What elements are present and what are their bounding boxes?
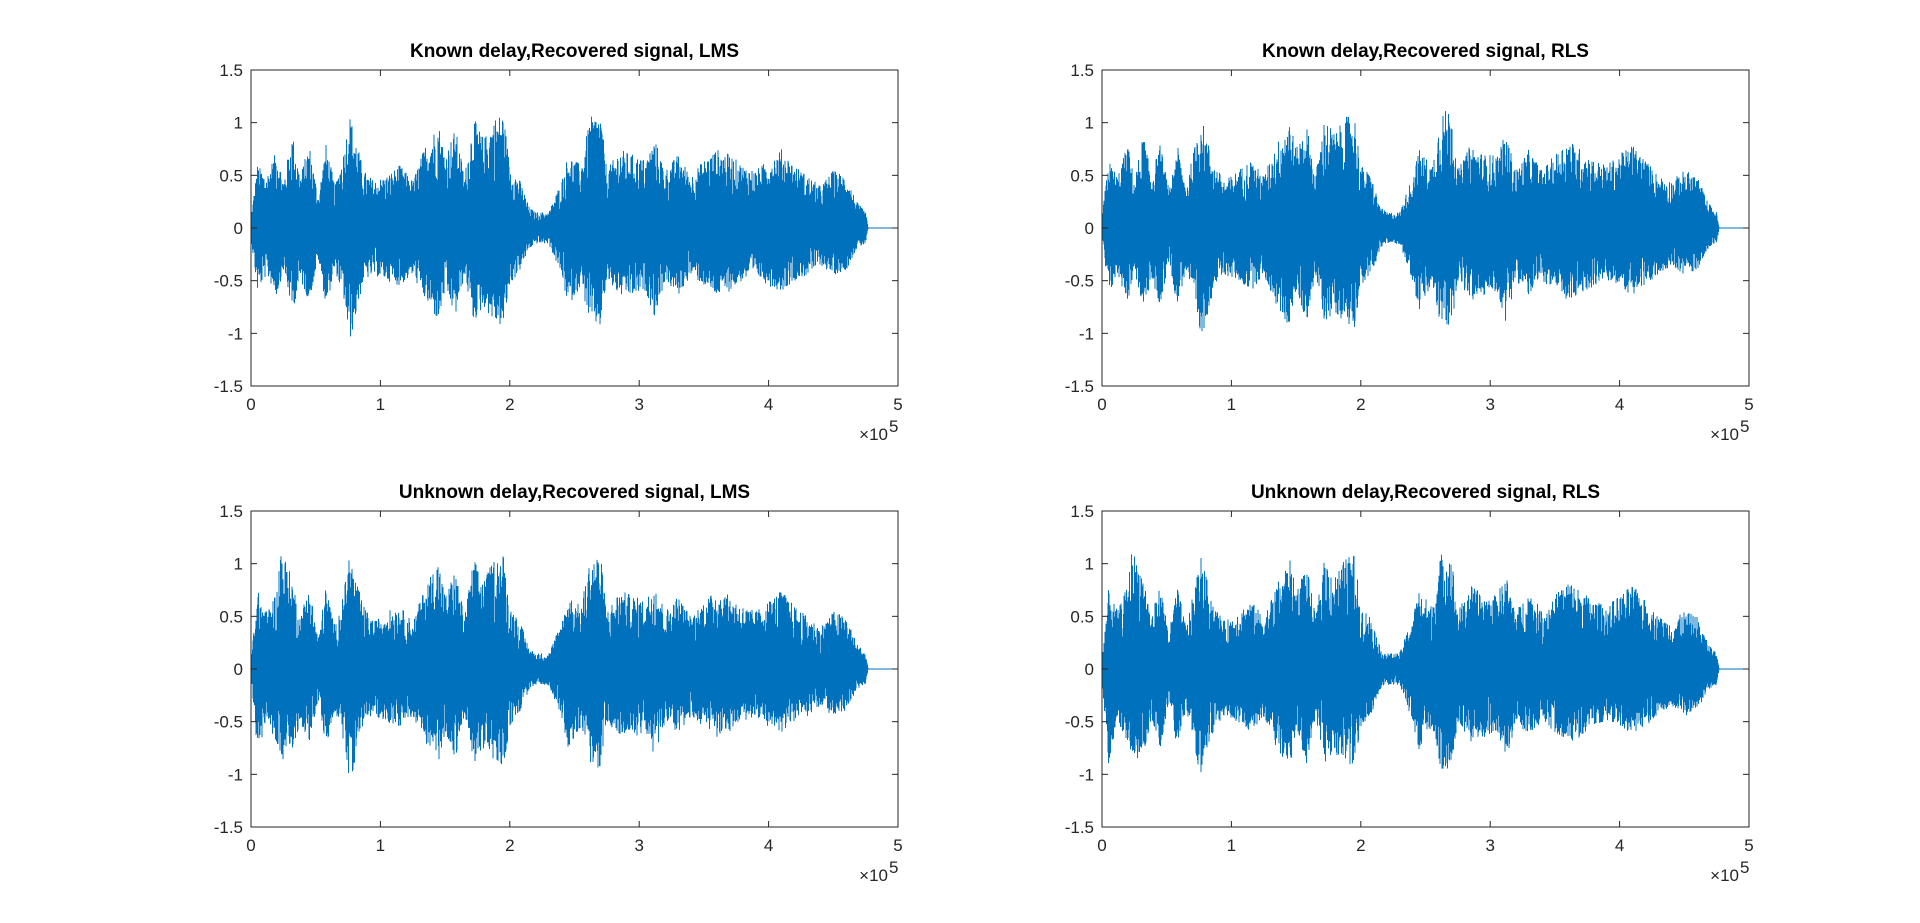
y-tick-label: 1 <box>234 555 243 574</box>
x-exponent-label: ×10 <box>859 866 888 885</box>
x-exponent-label: ×10 <box>859 425 888 444</box>
x-tick-label: 1 <box>376 395 385 414</box>
x-tick-label: 2 <box>1356 836 1365 855</box>
x-tick-label: 4 <box>764 395 773 414</box>
x-exponent-power: 5 <box>889 417 898 436</box>
x-tick-label: 5 <box>1744 836 1753 855</box>
y-tick-label: 0.5 <box>219 166 243 185</box>
x-tick-label: 0 <box>1097 395 1106 414</box>
y-tick-label: 1.5 <box>219 502 243 521</box>
y-tick-label: 0.5 <box>1070 166 1094 185</box>
y-tick-label: 1 <box>1085 555 1094 574</box>
x-tick-label: 2 <box>505 395 514 414</box>
x-tick-label: 5 <box>893 836 902 855</box>
x-tick-label: 1 <box>1227 395 1236 414</box>
x-tick-label: 2 <box>505 836 514 855</box>
y-tick-label: 0.5 <box>1070 607 1094 626</box>
y-tick-label: 1 <box>1085 114 1094 133</box>
y-tick-label: 0 <box>1085 660 1094 679</box>
y-tick-label: 0.5 <box>219 607 243 626</box>
x-tick-label: 2 <box>1356 395 1365 414</box>
x-tick-label: 5 <box>893 395 902 414</box>
chart-title: Unknown delay,Recovered signal, LMS <box>399 482 750 503</box>
y-tick-label: -1.5 <box>1065 377 1094 396</box>
y-tick-label: -1.5 <box>214 818 243 837</box>
y-tick-label: -1 <box>228 765 243 784</box>
y-tick-label: 0 <box>1085 219 1094 238</box>
x-tick-label: 3 <box>1485 395 1494 414</box>
y-tick-label: -1.5 <box>1065 818 1094 837</box>
x-tick-label: 3 <box>634 836 643 855</box>
x-exponent-power: 5 <box>1740 417 1749 436</box>
x-exponent-label: ×10 <box>1710 866 1739 885</box>
x-tick-label: 4 <box>1615 395 1624 414</box>
x-exponent-label: ×10 <box>1710 425 1739 444</box>
y-tick-label: -1 <box>228 324 243 343</box>
y-tick-label: 0 <box>234 660 243 679</box>
y-tick-label: 1.5 <box>1070 61 1094 80</box>
y-tick-label: -1 <box>1079 324 1094 343</box>
x-tick-label: 5 <box>1744 395 1753 414</box>
x-tick-label: 4 <box>1615 836 1624 855</box>
x-exponent-power: 5 <box>889 858 898 877</box>
x-exponent-power: 5 <box>1740 858 1749 877</box>
chart-title: Known delay,Recovered signal, RLS <box>1262 41 1589 62</box>
y-tick-label: 1 <box>234 114 243 133</box>
x-tick-label: 0 <box>246 395 255 414</box>
x-tick-label: 4 <box>764 836 773 855</box>
y-tick-label: -0.5 <box>1065 713 1094 732</box>
x-tick-label: 1 <box>1227 836 1236 855</box>
y-tick-label: 1.5 <box>1070 502 1094 521</box>
y-tick-label: -0.5 <box>214 272 243 291</box>
y-tick-label: -1 <box>1079 765 1094 784</box>
y-tick-label: -1.5 <box>214 377 243 396</box>
chart-title: Known delay,Recovered signal, LMS <box>410 41 739 62</box>
x-tick-label: 3 <box>634 395 643 414</box>
x-tick-label: 0 <box>246 836 255 855</box>
y-tick-label: 0 <box>234 219 243 238</box>
y-tick-label: -0.5 <box>1065 272 1094 291</box>
x-tick-label: 1 <box>376 836 385 855</box>
x-tick-label: 0 <box>1097 836 1106 855</box>
x-tick-label: 3 <box>1485 836 1494 855</box>
chart-title: Unknown delay,Recovered signal, RLS <box>1251 482 1600 503</box>
y-tick-label: -0.5 <box>214 713 243 732</box>
y-tick-label: 1.5 <box>219 61 243 80</box>
